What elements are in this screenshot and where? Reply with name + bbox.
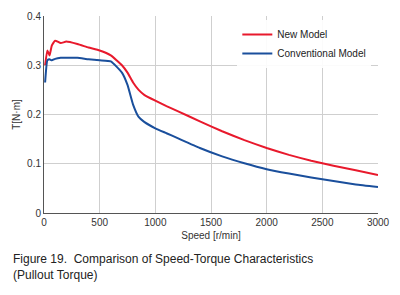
svg-text:Figure 19. Comparison of Spee: Figure 19. Comparison of Speed-Torque Ch…: [13, 252, 313, 282]
svg-text:2500: 2500: [311, 217, 334, 228]
svg-text:2000: 2000: [256, 217, 279, 228]
svg-text:New Model: New Model: [277, 29, 327, 40]
svg-text:0: 0: [35, 208, 41, 219]
svg-text:0: 0: [41, 217, 47, 228]
svg-text:T[N·m]: T[N·m]: [11, 99, 22, 130]
svg-text:Conventional Model: Conventional Model: [277, 48, 365, 59]
svg-text:500: 500: [91, 217, 108, 228]
svg-text:Speed [r/min]: Speed [r/min]: [181, 230, 241, 241]
svg-text:1000: 1000: [144, 217, 167, 228]
svg-text:0.3: 0.3: [27, 60, 41, 71]
svg-text:0.2: 0.2: [27, 109, 41, 120]
svg-text:0.1: 0.1: [27, 158, 41, 169]
svg-text:0.4: 0.4: [27, 11, 41, 22]
svg-text:1500: 1500: [200, 217, 223, 228]
svg-text:3000: 3000: [367, 217, 390, 228]
